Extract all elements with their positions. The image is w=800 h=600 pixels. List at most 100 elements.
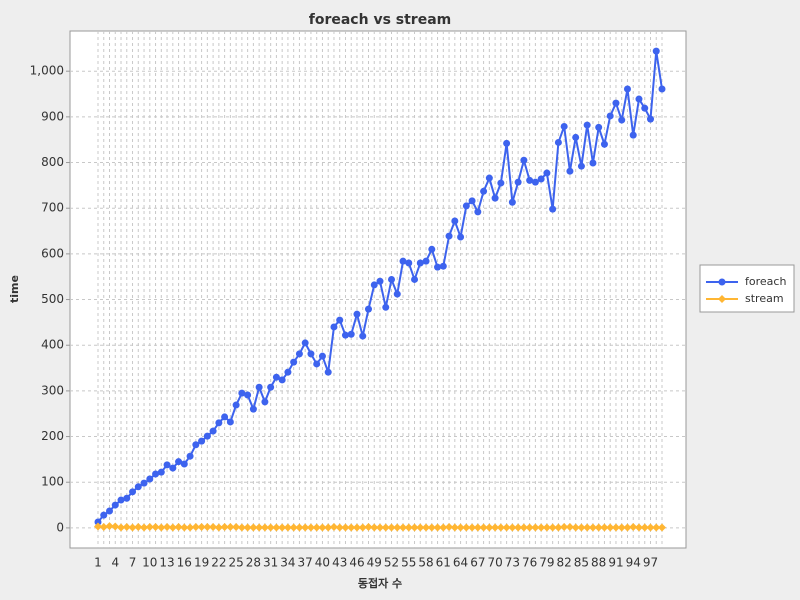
data-point [422,257,430,265]
data-point [480,187,488,195]
x-tick-label: 82 [557,556,572,570]
data-point [606,523,615,532]
data-point [652,47,660,55]
x-tick-label: 55 [401,556,416,570]
data-point [589,159,597,167]
data-point [399,523,408,532]
data-point [600,523,609,532]
x-tick-label: 40 [315,556,330,570]
data-point [163,522,172,531]
x-tick-label: 49 [367,556,382,570]
data-point [220,522,229,531]
data-point [376,277,384,285]
data-point [198,437,206,445]
data-point [215,419,223,427]
data-point [306,523,315,532]
data-point [560,122,568,130]
y-axis-label: time [8,275,21,303]
x-tick-label: 22 [211,556,226,570]
y-tick-label: 400 [41,338,64,352]
y-tick-label: 300 [41,383,64,397]
data-point [445,522,454,531]
data-point [485,523,494,532]
data-point [134,522,143,531]
data-point [583,121,591,129]
data-point [410,523,419,532]
data-point [606,112,614,120]
x-tick-label: 7 [129,556,137,570]
data-point [491,523,500,532]
x-tick-label: 19 [194,556,209,570]
data-point [255,523,264,532]
data-point [382,303,390,311]
data-point [519,523,528,532]
data-point [434,263,442,271]
data-point [514,523,523,532]
data-point [588,523,597,532]
legend-label: stream [745,292,784,305]
chart-title: foreach vs stream [309,12,452,28]
x-tick-label: 46 [349,556,364,570]
data-point [612,99,620,107]
data-point [243,523,252,532]
data-point [658,85,666,93]
data-point [560,522,569,531]
data-point [209,427,217,435]
data-point [341,331,349,339]
data-point [462,202,470,210]
legend-marker [718,278,726,286]
data-point [381,523,390,532]
data-point [618,116,626,124]
data-point [330,323,338,331]
data-point [117,523,126,532]
data-point [94,518,102,526]
y-tick-label: 800 [41,155,64,169]
x-tick-label: 31 [263,556,278,570]
data-point [526,176,534,184]
data-point [359,332,367,340]
x-tick-label: 67 [470,556,485,570]
data-point [571,523,580,532]
data-point [548,523,557,532]
data-point [111,522,120,531]
data-point [180,460,188,468]
data-point [508,198,516,206]
data-point [341,523,350,532]
data-point [399,257,407,265]
data-point [646,523,655,532]
data-point [283,523,292,532]
data-point [226,418,234,426]
data-point [295,350,303,358]
data-point [497,179,505,187]
data-point [428,245,436,253]
data-point [468,523,477,532]
data-point [232,522,241,531]
data-point [514,178,522,186]
data-point [312,523,321,532]
data-point [364,305,372,313]
data-point [629,522,638,531]
data-point [318,523,327,532]
data-point [318,352,326,360]
data-point [261,398,269,406]
data-point [186,452,194,460]
data-point [600,140,608,148]
x-tick-label: 76 [522,556,537,570]
data-point [129,488,137,496]
data-point [197,522,206,531]
y-tick-label: 500 [41,292,64,306]
data-point [123,494,131,502]
data-point [336,316,344,324]
x-tick-label: 34 [280,556,295,570]
data-point [405,259,413,267]
data-point [146,475,154,483]
data-point [595,123,603,131]
x-tick-label: 58 [418,556,433,570]
data-point [209,522,218,531]
data-point [445,232,453,240]
data-point [549,205,557,213]
data-point [221,413,229,421]
data-point [255,383,263,391]
data-point [450,523,459,532]
data-point [404,523,413,532]
